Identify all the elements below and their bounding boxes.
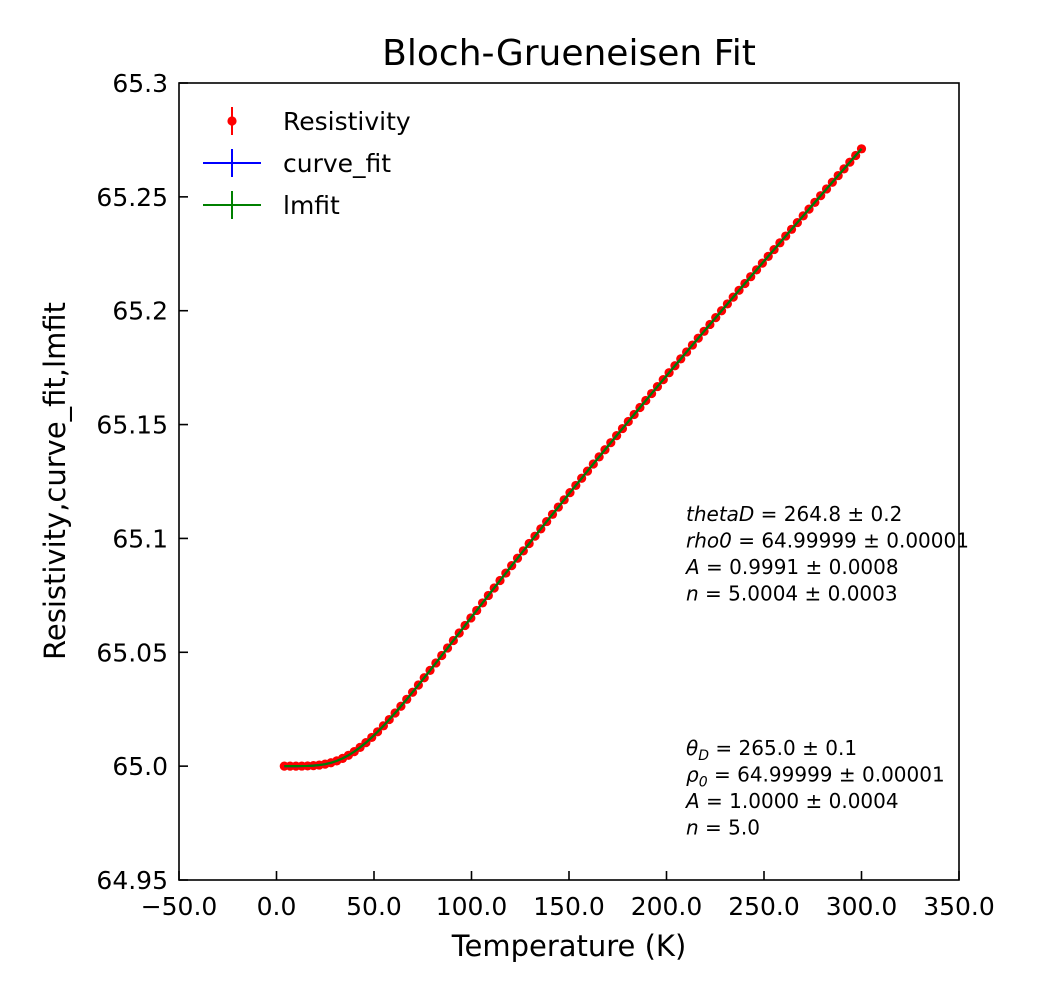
y-tick-label: 65.0	[112, 752, 168, 781]
annotation-line: A = 1.0000 ± 0.0004	[684, 789, 899, 813]
x-tick-label: 300.0	[826, 892, 898, 921]
curve-fit-line	[284, 148, 863, 768]
annotation-line: A = 0.9991 ± 0.0008	[684, 555, 899, 579]
annotation-line: n = 5.0004 ± 0.0003	[686, 582, 898, 606]
legend-label: Resistivity	[283, 107, 411, 136]
y-axis-label: Resistivity,curve_fit,lmfit	[38, 302, 72, 660]
annotation-line: thetaD = 264.8 ± 0.2	[686, 502, 902, 526]
x-tick-label: 150.0	[533, 892, 605, 921]
y-tick-label: 64.95	[96, 866, 168, 895]
plot-area	[279, 144, 867, 771]
legend-label: lmfit	[283, 191, 340, 220]
legend-label: curve_fit	[283, 149, 391, 178]
curve-fit-parameters: θD = 265.0 ± 0.1ρ0 = 64.99999 ± 0.00001A…	[684, 736, 945, 840]
y-tick-label: 65.05	[96, 638, 168, 667]
annotation-line: θD = 265.0 ± 0.1	[686, 736, 857, 764]
annotation-line: ρ0 = 64.99999 ± 0.00001	[686, 763, 945, 791]
y-tick-label: 65.1	[112, 524, 168, 553]
x-tick-label: −50.0	[141, 892, 218, 921]
x-tick-label: 200.0	[631, 892, 703, 921]
x-tick-label: 50.0	[346, 892, 402, 921]
annotation-line: rho0 = 64.99999 ± 0.00001	[686, 529, 969, 553]
annotation-line: n = 5.0	[686, 816, 760, 840]
chart-title: Bloch-Grueneisen Fit	[382, 33, 756, 74]
x-tick-label: 0.0	[257, 892, 297, 921]
y-tick-label: 65.25	[96, 183, 168, 212]
x-tick-label: 350.0	[923, 892, 995, 921]
lmfit-line	[284, 148, 863, 768]
y-tick-label: 65.2	[112, 297, 168, 326]
lmfit-parameters: thetaD = 264.8 ± 0.2 rho0 = 64.99999 ± 0.…	[684, 502, 969, 606]
y-tick-label: 65.15	[96, 411, 168, 440]
x-axis-label: Temperature (K)	[451, 929, 687, 963]
legend-swatch-point	[227, 116, 237, 126]
x-tick-label: 100.0	[436, 892, 508, 921]
fit-annotations: thetaD = 264.8 ± 0.2 rho0 = 64.99999 ± 0.…	[684, 502, 969, 840]
y-tick-label: 65.3	[112, 69, 168, 98]
axis-ticks: −50.0 0.0 50.0 100.0 150.0 200.0 250.0 300.0 350…	[96, 69, 994, 921]
x-tick-label: 250.0	[728, 892, 800, 921]
